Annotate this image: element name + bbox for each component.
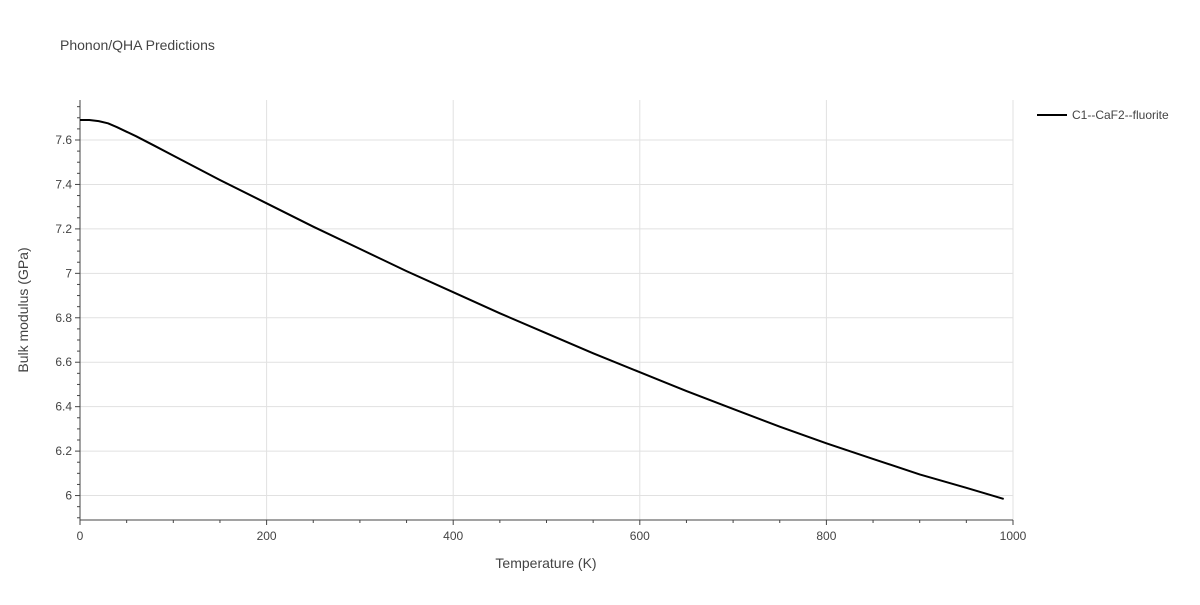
y-tick-label: 7.4 bbox=[55, 177, 72, 191]
chart-title: Phonon/QHA Predictions bbox=[60, 37, 215, 53]
y-tick-label: 6.8 bbox=[55, 311, 72, 325]
y-tick-label: 6.6 bbox=[55, 355, 72, 369]
y-tick-label: 6.2 bbox=[55, 444, 72, 458]
series-line[interactable] bbox=[80, 119, 1004, 500]
x-axis-title: Temperature (K) bbox=[495, 555, 596, 571]
y-axis-title: Bulk modulus (GPa) bbox=[15, 247, 31, 372]
series-layer bbox=[80, 119, 1004, 500]
y-tick-label: 6 bbox=[65, 489, 72, 503]
y-tick-label: 7.2 bbox=[55, 222, 72, 236]
x-tick-label: 400 bbox=[443, 529, 463, 543]
y-tick-label: 7 bbox=[65, 266, 72, 280]
legend-label: C1--CaF2--fluorite bbox=[1072, 108, 1169, 122]
x-tick-label: 1000 bbox=[1000, 529, 1027, 543]
x-tick-label: 800 bbox=[816, 529, 836, 543]
grid-layer bbox=[80, 100, 1014, 520]
x-tick-label: 600 bbox=[630, 529, 650, 543]
legend[interactable]: C1--CaF2--fluorite bbox=[1037, 108, 1169, 122]
x-tick-label: 0 bbox=[77, 529, 84, 543]
y-tick-label: 7.6 bbox=[55, 133, 72, 147]
y-tick-label: 6.4 bbox=[55, 400, 72, 414]
x-tick-label: 200 bbox=[257, 529, 277, 543]
axes-layer: 0 200 400 600 800 1000 6 6.2 6.4 6.6 6.8 7 7.2 7.4 7.6 bbox=[55, 100, 1027, 543]
